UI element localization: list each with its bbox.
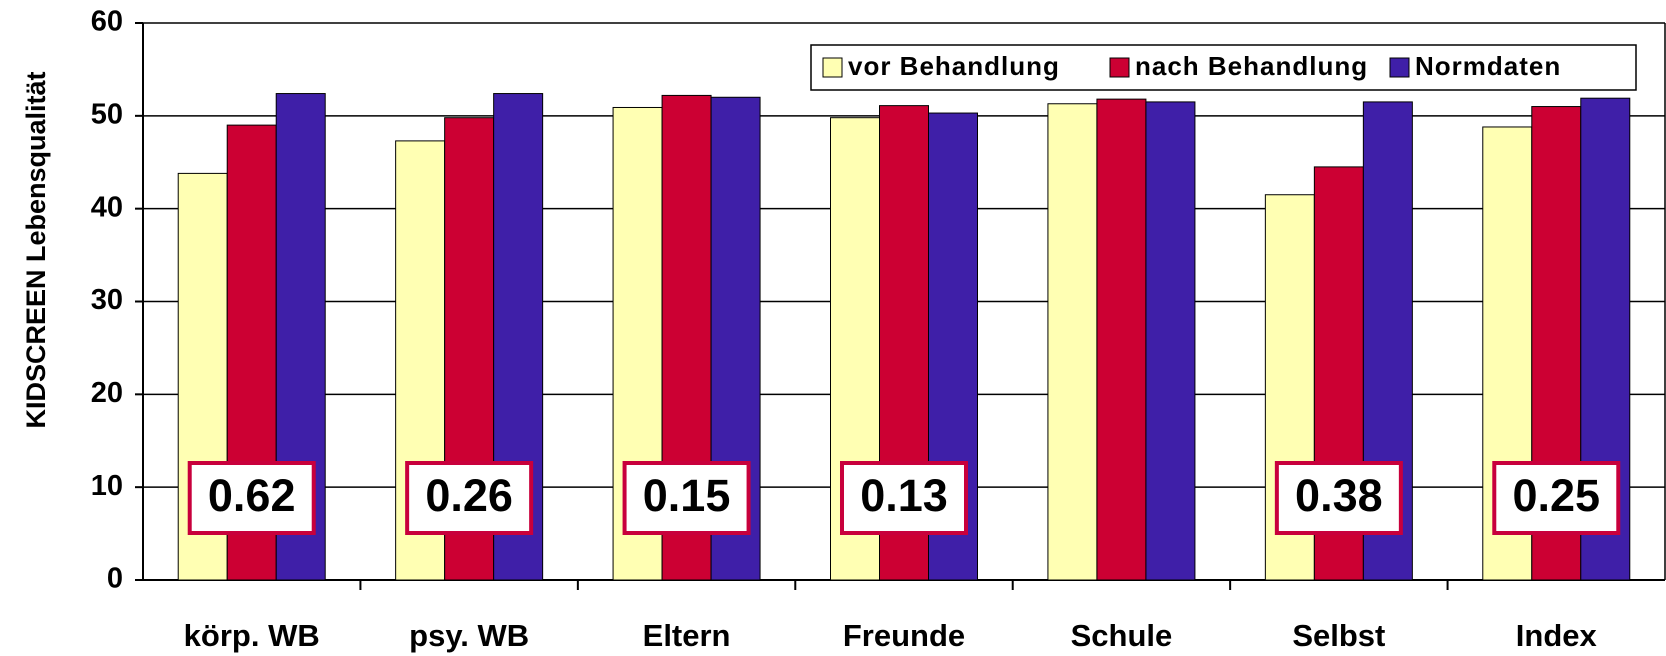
effect-box bbox=[1492, 461, 1621, 535]
y-axis-label: KIDSCREEN Lebensqualität bbox=[21, 71, 51, 428]
y-tick-label: 60 bbox=[91, 6, 123, 38]
effect-label: 0.15 bbox=[643, 470, 731, 521]
effect-box bbox=[1274, 461, 1403, 535]
bar bbox=[1047, 103, 1098, 581]
y-tick-label: 30 bbox=[91, 284, 123, 316]
legend-swatch bbox=[1389, 57, 1410, 78]
x-tick-label: Eltern bbox=[643, 618, 731, 653]
x-tick-label: körp. WB bbox=[184, 618, 320, 653]
y-tick-label: 0 bbox=[107, 563, 123, 595]
effect-box bbox=[622, 461, 751, 535]
legend-label: vor Behandlung bbox=[848, 51, 1060, 81]
effect-label: 0.38 bbox=[1295, 470, 1383, 521]
y-tick-label: 20 bbox=[91, 377, 123, 409]
y-tick-label: 50 bbox=[91, 98, 123, 130]
bar bbox=[1096, 98, 1147, 581]
x-tick-label: psy. WB bbox=[409, 618, 529, 653]
effect-label: 0.62 bbox=[208, 470, 296, 521]
effect-label: 0.13 bbox=[860, 470, 948, 521]
legend-label: nach Behandlung bbox=[1135, 51, 1368, 81]
effect-label: 0.26 bbox=[425, 470, 513, 521]
legend-swatch bbox=[1109, 57, 1130, 78]
legend-box bbox=[810, 44, 1637, 91]
x-tick-label: Freunde bbox=[843, 618, 965, 653]
y-tick-label: 10 bbox=[91, 470, 123, 502]
effect-box bbox=[187, 461, 316, 535]
effect-box bbox=[840, 461, 968, 535]
effect-label: 0.25 bbox=[1512, 470, 1600, 521]
x-tick-label: Schule bbox=[1071, 618, 1173, 653]
legend-swatch bbox=[822, 57, 843, 78]
y-tick-label: 40 bbox=[91, 191, 123, 223]
effect-box bbox=[405, 461, 534, 535]
bar bbox=[1145, 101, 1196, 581]
x-tick-label: Selbst bbox=[1292, 618, 1385, 653]
x-tick-label: Index bbox=[1516, 618, 1598, 653]
legend-label: Normdaten bbox=[1415, 51, 1561, 81]
